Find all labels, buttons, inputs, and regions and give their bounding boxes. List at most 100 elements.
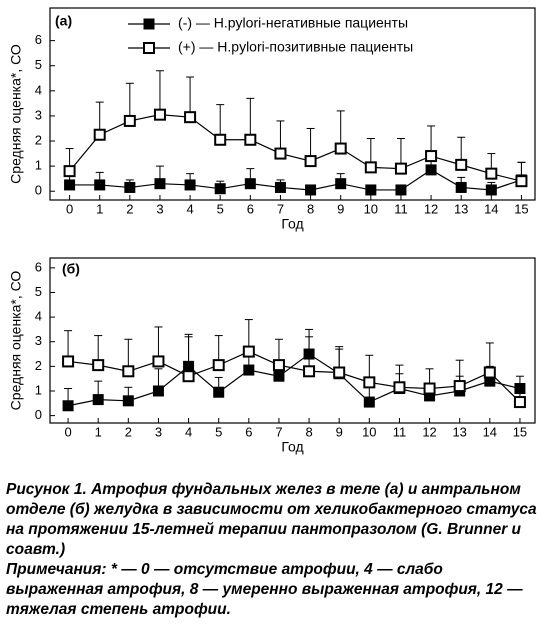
- x-tick-label: 5: [215, 424, 222, 439]
- x-tick-label: 9: [337, 201, 344, 216]
- y-tick-label: 5: [35, 57, 42, 72]
- x-axis-label: Год: [281, 216, 303, 232]
- marker: [184, 111, 197, 124]
- marker: [214, 183, 226, 195]
- marker: [62, 400, 74, 412]
- marker: [365, 184, 377, 196]
- marker: [453, 380, 466, 393]
- caption: Рисунок 1. Атрофия фундальных желез в те…: [6, 480, 542, 620]
- marker: [154, 178, 166, 190]
- plot-frame: [49, 257, 536, 424]
- y-tick-label: 3: [35, 333, 42, 348]
- x-tick-label: 8: [307, 201, 314, 216]
- marker: [124, 181, 136, 193]
- x-tick-label: 11: [394, 201, 408, 216]
- marker: [212, 359, 225, 372]
- marker: [214, 133, 227, 146]
- marker: [514, 383, 526, 395]
- y-tick-label: 2: [35, 132, 42, 147]
- y-tick-label: 1: [35, 158, 42, 173]
- y-axis-label: Средняя оценка*, СО: [8, 44, 24, 184]
- marker: [515, 175, 528, 188]
- marker: [485, 184, 497, 196]
- x-tick-label: 0: [66, 201, 73, 216]
- marker: [62, 355, 75, 368]
- marker: [423, 382, 436, 395]
- x-tick-label: 10: [364, 201, 378, 216]
- marker: [304, 155, 317, 168]
- caption-notes: Примечания: * — 0 — отсутствие атрофии, …: [6, 561, 523, 618]
- marker: [393, 381, 406, 394]
- marker: [244, 178, 256, 190]
- x-tick-label: 15: [514, 201, 528, 216]
- marker: [242, 345, 255, 358]
- marker: [483, 366, 496, 379]
- x-tick-label: 11: [393, 424, 407, 439]
- y-tick-label: 5: [35, 284, 42, 299]
- x-tick-label: 4: [186, 201, 193, 216]
- marker: [153, 108, 166, 121]
- marker: [333, 366, 346, 379]
- series-line: [67, 353, 521, 407]
- plot-frame: [49, 7, 536, 201]
- legend-marker: [143, 42, 155, 54]
- x-tick-label: 9: [336, 424, 343, 439]
- x-tick-label: 5: [217, 201, 224, 216]
- panel-label: (б): [62, 261, 80, 277]
- marker: [455, 181, 467, 193]
- marker: [513, 396, 526, 409]
- marker: [395, 184, 407, 196]
- x-tick-label: 1: [95, 424, 102, 439]
- x-tick-label: 3: [156, 201, 163, 216]
- marker: [335, 178, 347, 190]
- series-line: [69, 114, 522, 182]
- marker: [184, 179, 196, 191]
- x-tick-label: 0: [64, 424, 71, 439]
- x-tick-label: 13: [452, 424, 466, 439]
- marker: [182, 370, 195, 383]
- marker: [485, 167, 498, 180]
- x-tick-label: 15: [513, 424, 527, 439]
- legend-marker: [143, 18, 155, 30]
- x-tick-label: 13: [454, 201, 468, 216]
- y-tick-label: 1: [35, 382, 42, 397]
- marker: [274, 181, 286, 193]
- marker: [93, 128, 106, 141]
- x-tick-label: 3: [155, 424, 162, 439]
- marker: [394, 162, 407, 175]
- y-tick-label: 3: [35, 107, 42, 122]
- x-tick-label: 6: [247, 201, 254, 216]
- y-tick-label: 6: [35, 32, 42, 47]
- y-tick-label: 4: [35, 82, 42, 97]
- marker: [272, 359, 285, 372]
- marker: [273, 370, 285, 382]
- marker: [92, 394, 104, 406]
- marker: [152, 385, 164, 397]
- x-tick-label: 14: [483, 424, 497, 439]
- marker: [123, 114, 136, 127]
- marker: [122, 395, 134, 407]
- marker: [425, 164, 437, 176]
- x-tick-label: 14: [484, 201, 498, 216]
- marker: [455, 158, 468, 171]
- x-axis-label: Год: [281, 439, 303, 455]
- x-tick-label: 7: [275, 424, 282, 439]
- marker: [94, 179, 106, 191]
- marker: [274, 147, 287, 160]
- x-tick-label: 2: [126, 201, 133, 216]
- y-tick-label: 6: [35, 259, 42, 274]
- marker: [305, 184, 317, 196]
- y-tick-label: 0: [35, 407, 42, 422]
- marker: [243, 364, 255, 376]
- x-tick-label: 2: [125, 424, 132, 439]
- x-tick-label: 1: [96, 201, 103, 216]
- series-line: [69, 169, 522, 191]
- caption-title: Рисунок 1. Атрофия фундальных желез в те…: [6, 481, 537, 558]
- marker: [425, 150, 438, 163]
- legend-label: (+) — H.pylori-позитивные пациенты: [178, 39, 413, 55]
- marker: [334, 142, 347, 155]
- marker: [364, 161, 377, 174]
- y-tick-label: 4: [35, 309, 42, 324]
